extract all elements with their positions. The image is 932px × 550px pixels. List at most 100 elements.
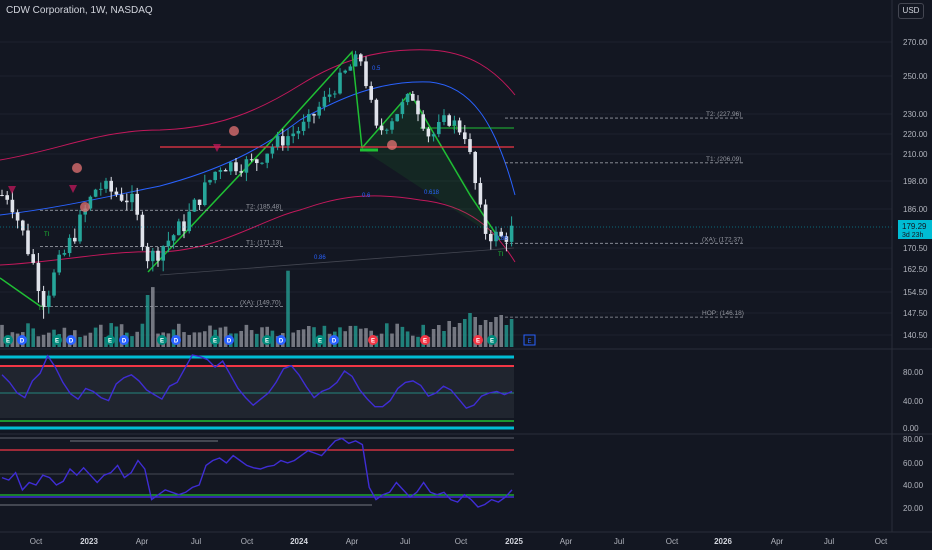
bb-upper-line	[0, 49, 516, 161]
candle-body	[286, 136, 290, 146]
price-axis[interactable]: 270.00 250.00 230.00 220.00 210.00 198.00 186.…	[903, 38, 928, 513]
down-triangle-marker	[8, 186, 16, 194]
future-earnings-badge	[523, 334, 536, 346]
candle-body	[239, 171, 243, 173]
event-badge-label: E	[160, 339, 164, 345]
target-level-label: (XA): (172.37)	[702, 236, 743, 243]
candle-body	[291, 133, 295, 137]
earnings-badge	[487, 335, 497, 345]
time-axis[interactable]: Oct 2023 Apr Jul Oct 2024 Apr Jul Oct 2025 Apr Jul O…	[0, 531, 932, 546]
volume-bar	[395, 323, 399, 347]
candle-body	[109, 180, 113, 192]
candle-body	[468, 139, 472, 153]
candle-body	[489, 233, 493, 242]
price-tick-label: 270.00	[903, 38, 928, 47]
candle-body	[130, 193, 134, 203]
event-badge-label: D	[332, 339, 337, 345]
volume-bar	[322, 325, 327, 347]
candle-body	[260, 162, 264, 164]
volume-bar	[187, 334, 191, 347]
candle-body	[249, 159, 254, 161]
volume-bar	[353, 325, 358, 347]
event-badge-label: D	[69, 339, 74, 345]
candle-body	[57, 254, 61, 273]
target-level-label: HOP: (146.18)	[702, 310, 744, 317]
candle-body	[73, 237, 77, 242]
pattern-label: 0.6	[362, 193, 371, 199]
pattern-label: TI	[44, 232, 50, 238]
candle-body	[421, 114, 425, 129]
volume-bar	[400, 326, 405, 347]
volume-bar	[442, 331, 446, 347]
candle-body	[255, 159, 259, 164]
candle-body	[36, 262, 41, 291]
candle-body	[431, 134, 436, 137]
candle-body	[457, 120, 462, 133]
volume-bar	[31, 328, 35, 347]
candle-body	[5, 195, 9, 200]
osc1-series-line	[1, 354, 513, 410]
price-tick-label: 250.00	[903, 72, 928, 81]
candle-body	[213, 171, 217, 181]
bb-lower-line	[0, 195, 516, 266]
currency-button[interactable]: USD	[898, 3, 924, 19]
volume-bar	[218, 327, 223, 347]
candle-body	[182, 221, 186, 232]
time-tick-label: Apr	[136, 537, 149, 546]
candle-body	[218, 170, 223, 172]
candle-body	[229, 162, 233, 172]
volume-bar	[140, 323, 145, 347]
event-badge-label: D	[20, 339, 25, 345]
candle-body	[395, 114, 399, 122]
volume-bar	[307, 325, 311, 347]
candle-body	[343, 70, 347, 73]
time-tick-label: 2023	[80, 537, 98, 546]
volume-bar	[494, 317, 498, 347]
oscillator-lines	[1, 354, 513, 508]
price-tick-label: 140.50	[903, 331, 928, 340]
candle-body	[411, 93, 415, 101]
candle-body	[161, 246, 165, 261]
event-badge-label: E	[423, 339, 427, 345]
volume-bar	[151, 287, 155, 347]
candle-body	[452, 120, 457, 126]
volume-bar	[312, 327, 316, 347]
volume-bar	[270, 330, 275, 347]
earnings-badge	[210, 335, 220, 345]
volume-bar	[78, 336, 82, 347]
candle-body	[478, 183, 483, 205]
time-tick-label: Apr	[346, 537, 359, 546]
candle-body	[509, 225, 514, 242]
earnings-badge	[105, 335, 115, 345]
future-earnings-label: E	[527, 339, 531, 345]
dividend-badge	[329, 335, 339, 345]
candle-body	[333, 93, 337, 95]
target-level-label: T1: (171.13)	[246, 239, 281, 246]
dividend-badge	[224, 335, 234, 345]
volume-bar	[119, 324, 124, 347]
volume-bar	[130, 336, 134, 347]
event-badge-label: D	[227, 339, 232, 345]
volume-bar	[385, 323, 389, 347]
dividend-badge	[171, 335, 181, 345]
event-badge-label: D	[174, 339, 179, 345]
event-badge-label: E	[6, 339, 10, 345]
candle-body	[114, 191, 119, 195]
target-level-label: T2: (227.96)	[706, 111, 741, 118]
price-tick-label: 154.50	[903, 288, 928, 297]
volume-bar	[468, 313, 472, 347]
time-tick-label: Oct	[30, 537, 43, 546]
time-tick-label: 2025	[505, 537, 523, 546]
price-tick-label: 162.50	[903, 265, 928, 274]
candle-body	[41, 290, 46, 308]
volume-bar	[234, 333, 238, 347]
last-price-box	[898, 220, 932, 239]
candle-body	[104, 180, 108, 189]
candle-body	[270, 146, 275, 154]
candle-body	[442, 115, 446, 123]
volume-bar	[447, 321, 451, 347]
candle-body	[99, 188, 103, 190]
volume-bar	[348, 325, 353, 347]
